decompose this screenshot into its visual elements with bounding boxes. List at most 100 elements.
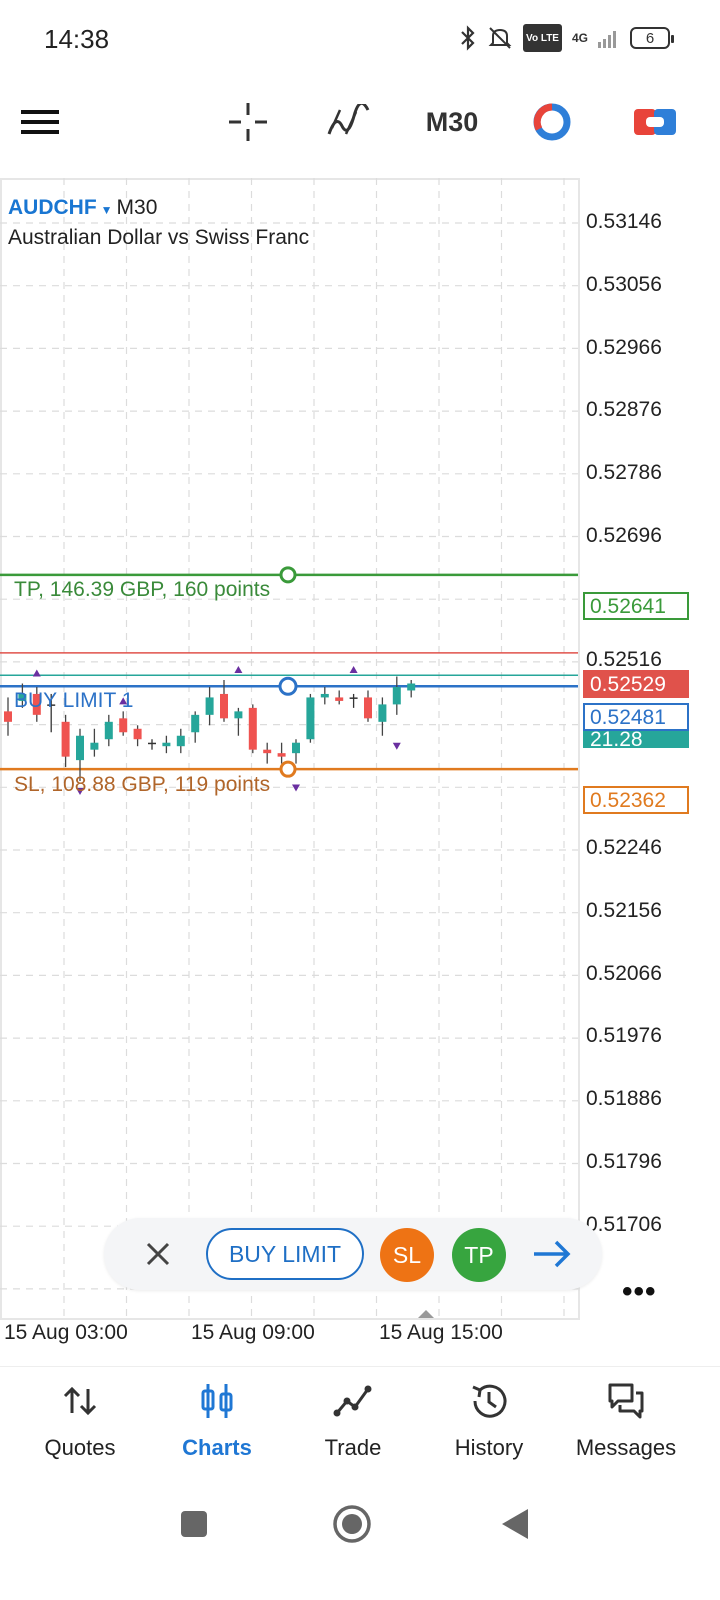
price-axis-label: 0.52066 [586,962,662,985]
price-axis-label: 0.51796 [586,1150,662,1173]
system-navigation [0,1480,720,1600]
status-icons: Vo LTE 4G 6 [459,24,674,52]
nav-label: Charts [182,1435,252,1460]
time-axis-label: 15 Aug 09:00 [191,1321,315,1344]
candle-body [4,711,12,722]
menu-icon[interactable] [20,98,60,146]
fractal-marker [32,669,41,677]
time-axis-label: 15 Aug 15:00 [379,1321,503,1344]
price-axis-label: 0.51886 [586,1087,662,1110]
trade-signals-icon[interactable] [530,98,574,146]
candle-body [335,697,344,701]
order-line-label[interactable]: BUY LIMIT 1 [14,689,134,712]
nav-trade[interactable]: Trade [285,1381,421,1461]
candle-body [407,683,416,691]
fractal-marker [292,784,300,792]
candle-body [32,693,41,715]
scroll-caret-icon [418,1310,434,1318]
price-axis-label: 0.52786 [586,461,662,484]
bluetooth-icon [459,24,477,52]
tp-button[interactable]: TP [452,1228,506,1282]
tp-drag-handle [279,566,297,584]
buy-limit-button[interactable]: BUY LIMIT [206,1228,364,1280]
arrow-right-icon[interactable] [530,1236,574,1272]
candle-body [148,742,156,745]
more-options-icon[interactable]: ••• [622,1275,657,1308]
order-price-tag[interactable]: 0.52481 [583,703,689,731]
charts-icon [201,1384,233,1418]
order-drag-handle [278,676,298,696]
price-axis-label: 0.52516 [586,648,662,671]
nav-label: Quotes [44,1435,116,1460]
symbol-dropdown-icon[interactable]: ▼ [100,203,113,217]
candle-body [133,728,142,740]
back-icon[interactable] [492,1502,536,1546]
fractal-marker [349,666,358,674]
candle-body [306,697,315,740]
sl-price-tag[interactable]: 0.52362 [583,786,689,814]
bottom-navigation: Quotes Charts Trade History Messages [0,1366,720,1476]
battery-level: 6 [645,29,655,47]
nav-messages[interactable]: Messages [558,1381,694,1461]
status-time: 14:38 [44,24,110,54]
quotes-icon [63,1386,97,1416]
price-axis-label: 0.51706 [586,1213,662,1236]
tp-price-tag[interactable]: 0.52641 [583,592,689,620]
sl-line-label[interactable]: SL, 108.88 GBP, 119 points [14,773,271,796]
price-chart[interactable]: AUDCHF ▼ M30 Australian Dollar vs Swiss Fr… [0,178,720,1358]
trade-icon [333,1385,372,1417]
price-axis-label: 0.52696 [586,524,662,547]
signal-icon [598,24,620,52]
nav-history[interactable]: History [421,1381,557,1461]
symbol-name[interactable]: AUDCHF [8,196,97,219]
nav-charts[interactable]: Charts [149,1381,285,1461]
recents-icon[interactable] [172,1502,216,1546]
nav-label: History [454,1435,524,1460]
fractal-marker [392,742,401,750]
candle-body [47,704,56,706]
candle-body [320,693,329,698]
order-action-bar: BUY LIMIT SL TP [104,1218,602,1290]
nav-quotes[interactable]: Quotes [12,1381,148,1461]
candle-body [18,693,27,701]
sl-button[interactable]: SL [380,1228,434,1282]
tp-line-label[interactable]: TP, 146.39 GBP, 160 points [14,578,271,601]
candle-body [176,735,185,747]
nav-label: Messages [575,1435,677,1460]
candle-body [191,714,200,733]
crosshair-icon[interactable] [226,98,270,146]
candle-body [61,721,70,757]
history-icon [472,1384,507,1418]
candle-body [205,697,214,715]
candle-body [76,735,84,761]
one-click-trading-icon[interactable] [632,98,678,146]
home-icon[interactable] [330,1502,374,1546]
indicators-icon[interactable] [326,98,370,146]
timeframe-button[interactable]: M30 [425,106,479,137]
candle-body [248,707,257,750]
price-axis-label: 0.52966 [586,336,662,359]
candle-body [349,697,358,699]
candle-body [263,749,272,754]
toolbar: M30 [0,78,720,178]
candle-body [378,704,387,722]
volte-icon: Vo LTE [523,24,562,52]
time-axis-label: 15 Aug 03:00 [4,1321,128,1344]
candle-body [90,742,99,750]
ask-price-tag: 0.52529 [583,670,689,698]
candle-body [162,742,171,747]
candle-body [364,697,372,719]
fractal-marker [119,697,128,705]
battery-icon: 6 [630,27,674,49]
status-bar: 14:38 Vo LTE 4G 6 [0,0,720,78]
fractal-marker [234,666,243,674]
symbol-header[interactable]: AUDCHF ▼ M30 [8,196,157,220]
close-icon[interactable] [140,1236,176,1272]
sl-drag-handle [279,760,297,778]
candle-body [292,742,300,754]
mute-icon [487,24,513,52]
candle-body [119,718,128,733]
fractal-marker [76,787,84,795]
price-axis-label: 0.52246 [586,836,662,859]
messages-icon [608,1383,644,1419]
